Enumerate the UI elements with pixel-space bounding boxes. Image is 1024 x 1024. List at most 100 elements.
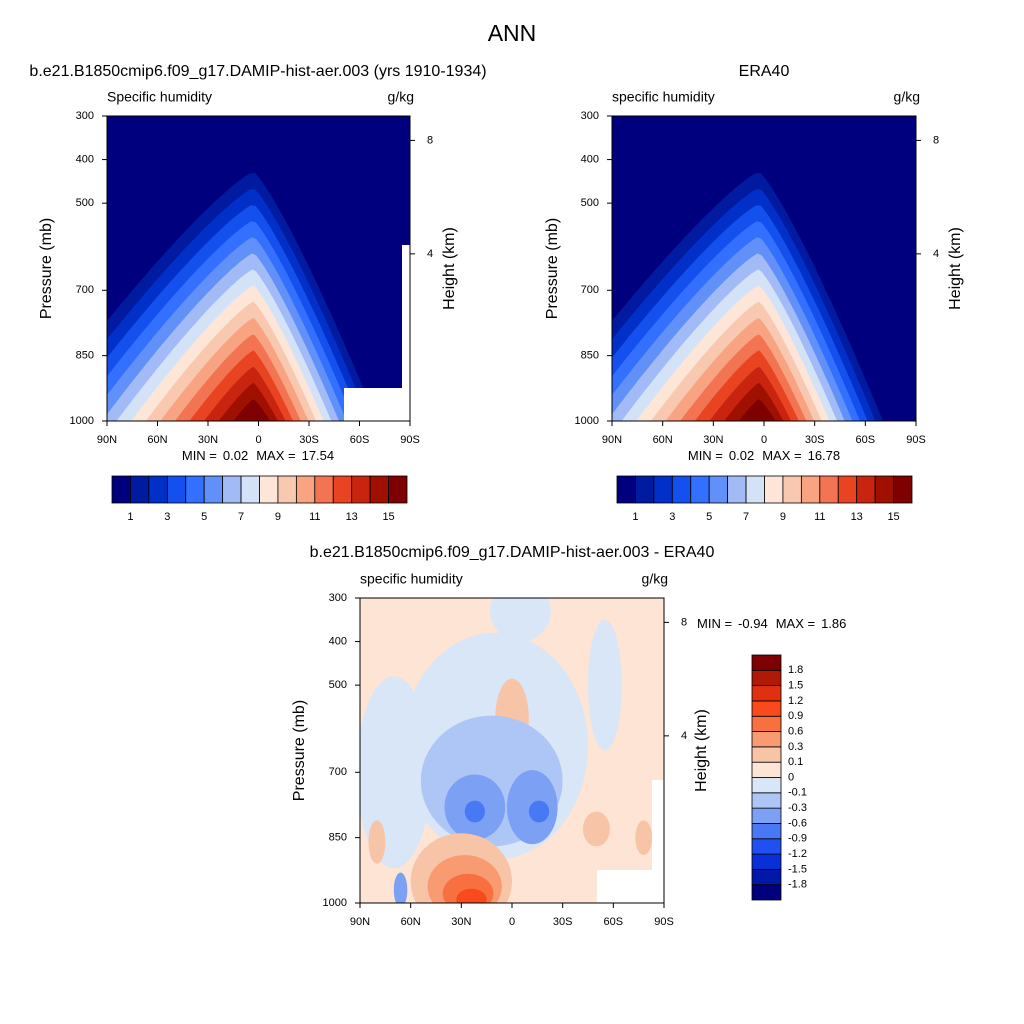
contour-fill [233,399,271,421]
y2-tick-label: 4 [427,248,433,260]
y-tick-label: 400 [76,153,94,165]
colorbar-box [635,475,655,504]
contour-field [107,116,410,421]
stats-max: 1.86 [821,616,846,631]
y-tick-label: 850 [76,350,94,362]
stats-max_label: MAX = [256,448,295,463]
colorbar-label: 5 [201,511,207,523]
colorbar-label: 13 [346,511,358,523]
colorbar-box [148,475,168,504]
stats-max: 17.54 [302,448,335,463]
colorbar-label: 1.5 [788,680,803,692]
x-tick-label: 90S [906,434,926,446]
colorbar-box [751,761,782,778]
stats-min: 0.02 [729,448,754,463]
panel-left-label: Specific humidity [107,89,212,105]
y2-axis-label: Height (km) [693,709,710,792]
colorbar-label: 1.2 [788,695,803,707]
colorbar-box [708,475,729,504]
contour-field [360,598,664,903]
colorbar-label: 5 [706,511,712,523]
colorbar-box [874,475,894,504]
x-tick-label: 60N [401,916,421,928]
stats-max_label: MAX = [776,616,815,631]
x-tick-label: 30S [299,434,319,446]
y-tick-label: 300 [76,110,94,122]
colorbar-box [751,807,782,824]
panel-units: g/kg [642,571,668,587]
contour-fill [582,811,610,847]
y-tick-label: 700 [581,284,599,296]
colorbar-box [751,715,782,732]
colorbar-box [351,475,371,504]
colorbar-box [751,685,782,702]
colorbar-box [751,700,782,717]
stats-min_label: MIN = [688,448,723,463]
colorbar-label: -0.9 [788,833,807,845]
figure-title: ANN [488,20,537,46]
colorbar-box [751,777,782,794]
y-tick-label: 500 [76,197,94,209]
panel-units: g/kg [894,89,920,105]
contour-fill [490,598,551,642]
colorbar-label: -1.2 [788,848,807,860]
x-tick-label: 90S [400,434,420,446]
colorbar-box [837,475,858,504]
y-tick-label: 500 [581,197,599,209]
y-tick-label: 500 [329,679,347,691]
colorbar-label: 1 [632,511,638,523]
contour-fill [738,399,776,421]
colorbar-label: 9 [275,511,281,523]
colorbar-box [259,475,279,504]
y2-tick-label: 8 [933,134,939,146]
stats-min_label: MIN = [182,448,217,463]
x-tick-label: 0 [761,434,767,446]
colorbar-box [751,654,782,671]
y-tick-label: 300 [329,592,347,604]
x-tick-label: 60S [350,434,370,446]
stats: MIN = 0.02 MAX = 17.54 [182,448,334,463]
colorbar-box [332,475,353,504]
contour-fill [368,820,386,864]
missing-data [597,870,664,903]
x-tick-label: 90N [602,434,622,446]
colorbar-label: 3 [669,511,675,523]
x-tick-label: 90N [97,434,117,446]
colorbar-label: -0.1 [788,787,807,799]
panel-title: b.e21.B1850cmip6.f09_g17.DAMIP-hist-aer.… [29,63,486,80]
y2-tick-label: 8 [681,616,687,628]
colorbar-box [295,475,316,504]
x-tick-label: 90S [654,916,674,928]
y-tick-label: 400 [329,635,347,647]
colorbar-box [185,475,205,504]
x-tick-label: 30S [553,916,573,928]
y-tick-label: 850 [581,350,599,362]
colorbar-box [751,792,782,809]
colorbar-box [751,669,782,687]
y2-axis-label: Height (km) [441,227,458,310]
colorbar-label: 1.8 [788,664,803,676]
y2-axis-label: Height (km) [947,227,964,310]
x-tick-label: 60S [604,916,624,928]
colorbar-box [751,731,782,748]
missing-data [344,388,410,421]
y-axis-label: Pressure (mb) [38,218,55,319]
contour-fill [456,888,487,903]
y-tick-label: 700 [329,766,347,778]
colorbar-label: -0.3 [788,802,807,814]
colorbar-label: 13 [851,511,863,523]
contour-field [612,116,916,421]
colorbar-box [819,475,839,504]
colorbar-box [203,475,224,504]
colorbar-box [111,475,131,504]
stats: MIN = -0.94 MAX = 1.86 [697,616,846,631]
x-tick-label: 0 [255,434,261,446]
x-tick-label: 30S [805,434,825,446]
colorbar-box [745,475,765,504]
stats-min: 0.02 [223,448,248,463]
x-tick-label: 60S [856,434,876,446]
colorbar-box [277,475,297,504]
contour-fill [393,872,408,903]
x-tick-label: 30N [451,916,471,928]
colorbar-box [751,853,782,870]
